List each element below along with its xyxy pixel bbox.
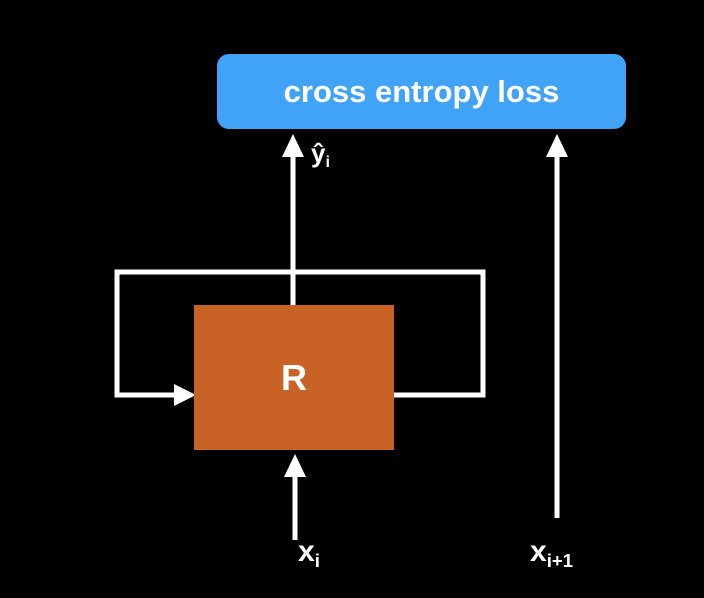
output-arrowhead [282,134,304,157]
output-label: ŷi [311,138,330,172]
target-arrowhead [546,134,568,157]
target-label-base: x [530,535,547,568]
recurrent-loop-line [114,269,486,398]
recurrent-loop-arrowhead [174,384,196,406]
input-label-subscript: i [314,549,320,571]
output-label-base: ŷ [311,138,326,168]
input-arrowhead [284,454,306,477]
target-label-subscript: i+1 [546,549,574,571]
input-label-base: x [298,535,315,568]
rnn-cell-box: R [194,305,394,450]
rnn-cell-label: R [281,356,307,398]
loss-box-label: cross entropy loss [283,73,560,109]
target-label: xi+1 [530,535,574,571]
output-label-subscript: i [325,153,330,172]
input-label: xi [298,535,320,571]
cross-entropy-loss-box: cross entropy loss [217,54,626,129]
